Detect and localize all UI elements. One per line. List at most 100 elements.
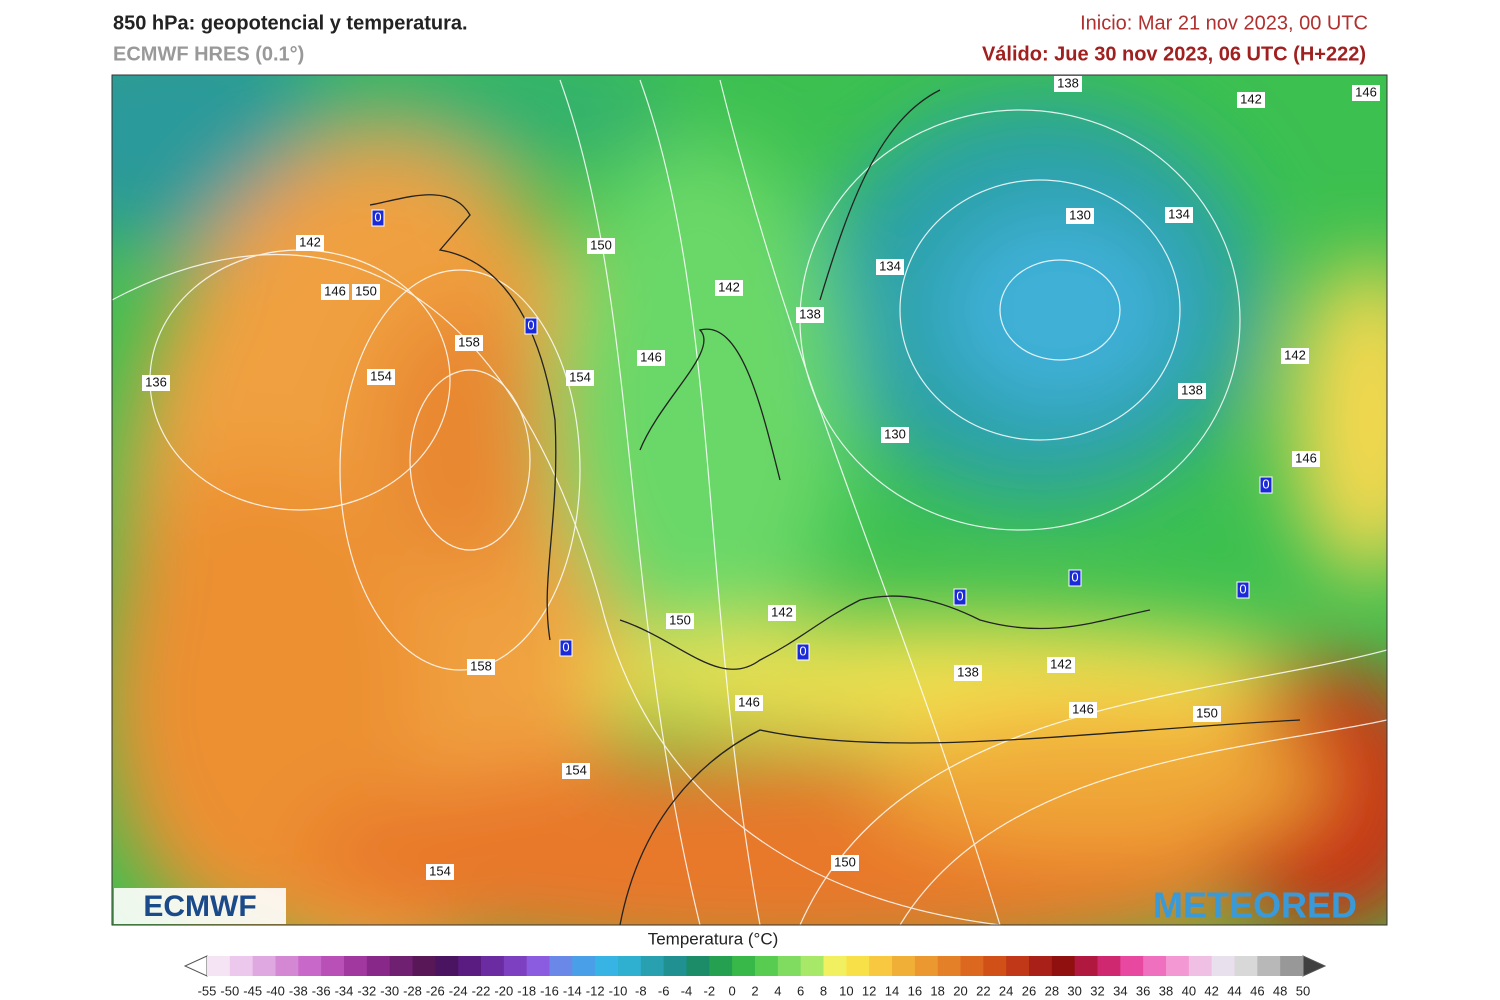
legend-swatch	[937, 956, 961, 976]
legend-tick-label: 38	[1159, 983, 1173, 998]
contour-label-bg	[455, 335, 483, 351]
contour-label-bg	[954, 665, 982, 681]
contour-label-bg	[1178, 383, 1206, 399]
legend-tick-label: -14	[563, 983, 582, 998]
legend-tick-label: -12	[586, 983, 605, 998]
contour-label-bg	[1281, 348, 1309, 364]
contour-label: 134	[1168, 206, 1190, 221]
legend-tick-label: -36	[312, 983, 331, 998]
legend-swatch	[983, 956, 1007, 976]
contour-label: 150	[834, 854, 856, 869]
legend-swatch	[229, 956, 254, 976]
contour-label-bg	[831, 855, 859, 871]
legend-tick-label: -26	[426, 983, 445, 998]
legend-tick-label: 28	[1045, 983, 1059, 998]
contour-label: 130	[884, 426, 906, 441]
legend-tick-label: -28	[403, 983, 422, 998]
legend-swatch	[960, 956, 984, 976]
legend-tick-label: 20	[953, 983, 967, 998]
contour-label: 138	[957, 664, 979, 679]
legend-tick-label: -16	[540, 983, 559, 998]
legend-tick-label: 30	[1067, 983, 1081, 998]
contour-label-bg	[1292, 451, 1320, 467]
legend-title: Temperatura (°C)	[648, 929, 779, 948]
legend-swatch	[503, 956, 528, 976]
legend-tick-label: -34	[335, 983, 354, 998]
contour-label: 146	[1355, 84, 1377, 99]
contour-label: 150	[669, 612, 691, 627]
zero-isotherm-label-bg	[1259, 476, 1273, 494]
contour-label-bg	[735, 695, 763, 711]
legend-tick-label: 50	[1296, 983, 1310, 998]
legend-tick-label: -18	[517, 983, 536, 998]
contour-label-bg	[1165, 207, 1193, 223]
legend-swatch	[207, 956, 231, 976]
contour-label: 130	[1069, 207, 1091, 222]
legend-tick-label: 10	[839, 983, 853, 998]
legend-swatch	[709, 956, 733, 976]
legend-tick-label: 12	[862, 983, 876, 998]
contour-label-bg	[1069, 702, 1097, 718]
contour-label: 146	[738, 694, 760, 709]
zero-isotherm-label-bg	[1236, 581, 1250, 599]
valid-time: Válido: Jue 30 nov 2023, 06 UTC (H+222)	[982, 43, 1366, 65]
legend-tick-label: 44	[1227, 983, 1241, 998]
legend-swatch	[366, 956, 391, 976]
contour-label: 142	[1284, 347, 1306, 362]
contour-label: 146	[1072, 701, 1094, 716]
legend-tick-label: 18	[930, 983, 944, 998]
contour-label-bg	[1193, 706, 1221, 722]
zero-isotherm-label: 0	[1071, 569, 1078, 584]
zero-isotherm-label-bg	[371, 209, 385, 227]
contour-label: 158	[470, 658, 492, 673]
contour-label: 146	[1295, 450, 1317, 465]
contour-label-bg	[1047, 657, 1075, 673]
legend-swatch	[275, 956, 299, 976]
contour-label: 138	[799, 306, 821, 321]
legend-tick-label: 4	[774, 983, 781, 998]
contour-label: 154	[565, 762, 587, 777]
legend-tick-label: 40	[1182, 983, 1196, 998]
contour-label: 146	[640, 349, 662, 364]
contour-label: 136	[145, 374, 167, 389]
legend-tick-label: -24	[449, 983, 468, 998]
legend-swatch	[618, 956, 642, 976]
legend-tick-label: -22	[472, 983, 491, 998]
zero-isotherm-label-bg	[953, 588, 967, 606]
contour-label-bg	[142, 375, 170, 391]
legend-tick-label: 0	[729, 983, 736, 998]
zero-isotherm-label: 0	[527, 317, 534, 332]
legend-tick-label: 48	[1273, 983, 1287, 998]
zero-isotherm-label-bg	[1068, 569, 1082, 587]
legend-swatch	[800, 956, 824, 976]
contour-label-bg	[426, 864, 454, 880]
contour-label-bg	[1352, 85, 1380, 101]
legend-tick-label: -38	[289, 983, 308, 998]
contour-label-bg	[467, 659, 495, 675]
contour-label: 142	[1050, 656, 1072, 671]
legend-swatch	[732, 956, 756, 976]
contour-label: 138	[1181, 382, 1203, 397]
init-time: Inicio: Mar 21 nov 2023, 00 UTC	[1080, 12, 1368, 34]
zero-isotherm-label: 0	[799, 643, 806, 658]
legend-tick-label: 34	[1113, 983, 1127, 998]
legend-tick-label: 2	[751, 983, 758, 998]
legend-tick-label: 42	[1204, 983, 1218, 998]
meteored-logo: METEORED	[1153, 885, 1357, 926]
ecmwf-logo-bg	[114, 888, 286, 924]
legend-tick-label: 36	[1136, 983, 1150, 998]
legend-swatch	[892, 956, 916, 976]
legend-tick-label: 32	[1090, 983, 1104, 998]
legend-swatch	[1143, 956, 1167, 976]
legend-tick-label: -10	[609, 983, 628, 998]
legend-tick-label: -40	[266, 983, 285, 998]
legend-swatch	[686, 956, 710, 976]
contour-label: 154	[370, 368, 392, 383]
legend-arrow-low	[183, 955, 208, 977]
contour-label-bg	[562, 763, 590, 779]
legend-tick-label: 6	[797, 983, 804, 998]
contour-label-bg	[321, 284, 349, 300]
contour-label: 150	[590, 237, 612, 252]
legend-swatch	[481, 956, 505, 976]
